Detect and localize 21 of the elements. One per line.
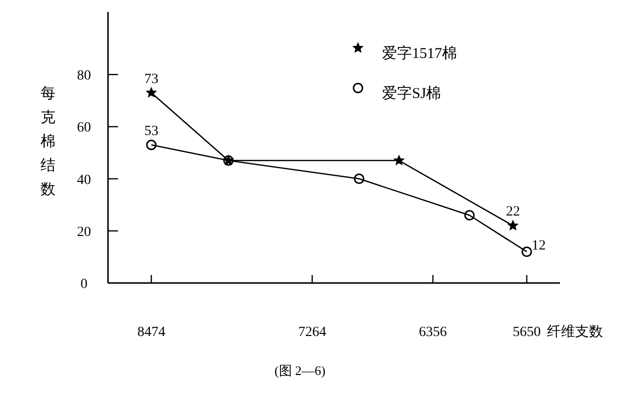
x-tick-label: 8474: [137, 325, 166, 340]
data-label: 22: [506, 204, 520, 220]
data-label: 12: [532, 238, 546, 254]
point: [507, 220, 519, 231]
x-tick-label: 7264: [298, 325, 326, 340]
point: [393, 154, 405, 166]
data-label: 53: [144, 124, 158, 139]
data-label: 73: [144, 72, 158, 87]
y-tick-label: 60: [77, 120, 91, 136]
y-tick-label: 0: [80, 277, 88, 292]
y-axis-title: 每克棉结数: [40, 86, 56, 198]
legend-label: 爱字SJ棉: [382, 85, 442, 102]
x-tick-label: 6356: [418, 325, 447, 340]
y-tick-label: 40: [77, 172, 91, 188]
point: [146, 86, 158, 98]
y-tick-label: 20: [77, 224, 91, 240]
legend-label: 爱字1517棉: [382, 45, 457, 62]
text: (图 2—6): [274, 363, 326, 378]
y-tick-label: 80: [77, 68, 91, 84]
x-axis-title: 纤维支数: [546, 324, 603, 340]
x-tick-label: 5650: [512, 325, 541, 340]
